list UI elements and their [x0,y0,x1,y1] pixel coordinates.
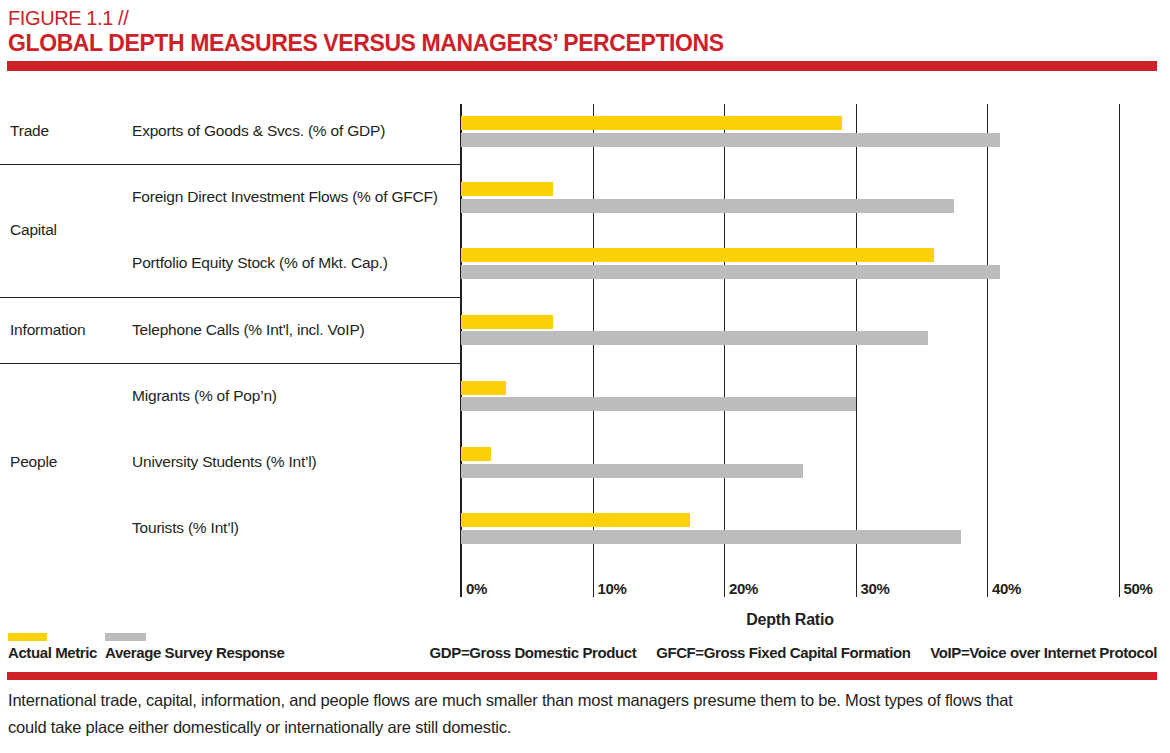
bar-actual-metric [461,116,842,130]
gridline [987,104,988,597]
bar-actual-metric [461,182,553,196]
gridline [1119,104,1120,597]
bar-average-survey-response [461,397,856,411]
category-separator-line [0,164,461,165]
figure-page: FIGURE 1.1 // GLOBAL DEPTH MEASURES VERS… [0,0,1170,753]
footnote-gdp: GDP=Gross Domestic Product [430,644,637,661]
legend-swatch-actual-metric [8,633,47,641]
legend-label-average-survey-response: Average Survey Response [105,644,285,661]
category-separator-line [0,297,461,298]
metric-label: University Students (% Int’l) [132,453,317,471]
metric-label: Portfolio Equity Stock (% of Mkt. Cap.) [132,254,388,272]
category-label: Information [10,321,85,339]
bar-actual-metric [461,381,506,395]
x-axis-title: Depth Ratio [461,611,1119,629]
metric-label: Exports of Goods & Svcs. (% of GDP) [132,122,385,140]
category-separator-line [0,363,461,364]
metric-label: Foreign Direct Investment Flows (% of GF… [132,188,438,206]
bar-average-survey-response [461,464,803,478]
caption-line: could take place either domestically or … [8,714,1013,741]
bar-average-survey-response [461,133,1000,147]
x-tick-label: 50% [1124,580,1153,597]
metric-label: Telephone Calls (% Int'l, incl. VoIP) [132,321,364,339]
abbreviation-footnotes: GDP=Gross Domestic Product GFCF=Gross Fi… [430,644,1157,661]
gridline [856,104,857,597]
bar-average-survey-response [461,199,954,213]
bar-actual-metric [461,447,491,461]
x-tick-label: 0% [466,580,487,597]
bar-average-survey-response [461,331,928,345]
x-tick-label: 40% [992,580,1021,597]
x-tick-label: 20% [729,580,758,597]
category-label: Capital [10,221,57,239]
figure-caption: International trade, capital, informatio… [8,687,1013,741]
bar-chart: 0% 10% 20% 30% 40% 50% Depth Ratio Exports of G… [0,0,1170,660]
legend-swatch-average-survey-response [105,633,146,641]
bar-actual-metric [461,513,690,527]
x-tick-label: 10% [598,580,627,597]
category-label: People [10,453,57,471]
x-tick-label: 30% [861,580,890,597]
legend-label-actual-metric: Actual Metric [8,644,97,661]
footnote-gfcf: GFCF=Gross Fixed Capital Formation [656,644,910,661]
bar-actual-metric [461,248,934,262]
footnote-voip: VoIP=Voice over Internet Protocol [930,644,1157,661]
bar-average-survey-response [461,530,961,544]
caption-line: International trade, capital, informatio… [8,687,1013,714]
metric-label: Tourists (% Int’l) [132,519,239,537]
metric-label: Migrants (% of Pop’n) [132,387,277,405]
bar-average-survey-response [461,265,1000,279]
bar-actual-metric [461,315,553,329]
caption-divider-rule [7,672,1157,680]
gridline [724,104,725,597]
category-label: Trade [10,122,49,140]
